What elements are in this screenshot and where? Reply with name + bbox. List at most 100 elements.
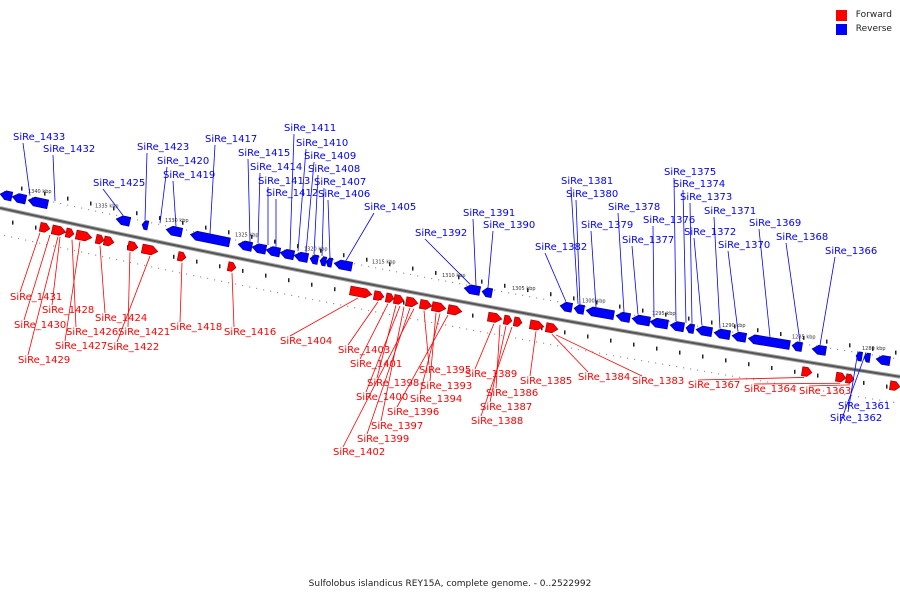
gene-label[interactable]: SiRe_1390: [483, 220, 535, 231]
gene-label[interactable]: SiRe_1427: [55, 341, 107, 352]
gene-label[interactable]: SiRe_1433: [13, 132, 65, 143]
gene-label[interactable]: SiRe_1383: [632, 376, 684, 387]
gene-label[interactable]: SiRe_1393: [420, 381, 472, 392]
gene-label[interactable]: SiRe_1376: [643, 215, 695, 226]
gene-label[interactable]: SiRe_1362: [830, 413, 882, 424]
reverse-gene-arrow[interactable]: [251, 243, 268, 255]
gene-label[interactable]: SiRe_1374: [673, 179, 725, 190]
gene-label[interactable]: SiRe_1372: [684, 227, 736, 238]
gene-label[interactable]: SiRe_1379: [581, 220, 633, 231]
gene-label[interactable]: SiRe_1387: [480, 402, 532, 413]
gene-label[interactable]: SiRe_1361: [838, 401, 890, 412]
gene-label[interactable]: SiRe_1375: [664, 167, 716, 178]
gene-label[interactable]: SiRe_1371: [704, 206, 756, 217]
gene-label[interactable]: SiRe_1399: [357, 434, 409, 445]
forward-gene-arrow[interactable]: [404, 296, 419, 308]
gene-label[interactable]: SiRe_1384: [578, 372, 630, 383]
gene-label[interactable]: SiRe_1407: [314, 177, 366, 188]
gene-label[interactable]: SiRe_1396: [387, 407, 439, 418]
forward-gene-arrow[interactable]: [544, 322, 559, 334]
forward-gene-arrow[interactable]: [102, 235, 115, 247]
reverse-gene-arrow[interactable]: [573, 304, 586, 315]
forward-gene-arrow[interactable]: [835, 371, 847, 383]
forward-gene-arrow[interactable]: [392, 294, 405, 305]
gene-label[interactable]: SiRe_1425: [93, 178, 145, 189]
gene-label[interactable]: SiRe_1411: [284, 123, 336, 134]
reverse-gene-arrow[interactable]: [165, 225, 184, 238]
gene-label[interactable]: SiRe_1380: [566, 189, 618, 200]
forward-gene-arrow[interactable]: [74, 229, 93, 242]
forward-gene-arrow[interactable]: [528, 319, 545, 331]
reverse-gene-arrow[interactable]: [791, 341, 804, 352]
reverse-gene-arrow[interactable]: [309, 254, 320, 265]
gene-label[interactable]: SiRe_1382: [535, 242, 587, 253]
gene-label[interactable]: SiRe_1367: [688, 380, 740, 391]
gene-label[interactable]: SiRe_1391: [463, 208, 515, 219]
reverse-gene-arrow[interactable]: [875, 355, 891, 366]
forward-gene-arrow[interactable]: [64, 227, 75, 238]
gene-label[interactable]: SiRe_1419: [163, 170, 215, 181]
reverse-gene-arrow[interactable]: [695, 325, 713, 337]
gene-label[interactable]: SiRe_1404: [280, 336, 332, 347]
reverse-gene-arrow[interactable]: [615, 311, 632, 323]
gene-label[interactable]: SiRe_1400: [356, 392, 408, 403]
reverse-gene-arrow[interactable]: [649, 317, 669, 330]
forward-gene-arrow[interactable]: [226, 261, 237, 272]
gene-label[interactable]: SiRe_1395: [419, 365, 471, 376]
forward-gene-arrow[interactable]: [126, 240, 139, 252]
gene-label[interactable]: SiRe_1385: [520, 376, 572, 387]
forward-gene-arrow[interactable]: [446, 304, 463, 316]
gene-label[interactable]: SiRe_1373: [680, 192, 732, 203]
gene-label[interactable]: SiRe_1408: [308, 164, 360, 175]
gene-label[interactable]: SiRe_1394: [410, 394, 462, 405]
forward-gene-arrow[interactable]: [800, 366, 813, 377]
reverse-gene-arrow[interactable]: [11, 192, 28, 205]
reverse-gene-arrow[interactable]: [863, 352, 872, 363]
gene-label[interactable]: SiRe_1368: [776, 232, 828, 243]
gene-label[interactable]: SiRe_1381: [561, 176, 613, 187]
reverse-gene-arrow[interactable]: [293, 251, 310, 263]
reverse-gene-arrow[interactable]: [559, 301, 574, 313]
reverse-gene-arrow[interactable]: [189, 230, 231, 248]
forward-gene-arrow[interactable]: [372, 290, 385, 302]
gene-label[interactable]: SiRe_1377: [622, 235, 674, 246]
forward-gene-arrow[interactable]: [512, 316, 523, 327]
forward-gene-arrow[interactable]: [486, 311, 503, 323]
gene-label[interactable]: SiRe_1392: [415, 228, 467, 239]
forward-gene-arrow[interactable]: [845, 373, 855, 384]
reverse-gene-arrow[interactable]: [713, 328, 731, 340]
forward-gene-arrow[interactable]: [384, 292, 395, 303]
reverse-gene-arrow[interactable]: [319, 256, 328, 267]
gene-label[interactable]: SiRe_1421: [118, 327, 170, 338]
gene-label[interactable]: SiRe_1397: [371, 421, 423, 432]
reverse-gene-arrow[interactable]: [669, 321, 686, 333]
reverse-gene-arrow[interactable]: [731, 331, 747, 343]
reverse-gene-arrow[interactable]: [279, 248, 296, 261]
reverse-gene-arrow[interactable]: [333, 259, 354, 272]
gene-label[interactable]: SiRe_1428: [42, 305, 94, 316]
reverse-gene-arrow[interactable]: [685, 323, 696, 334]
gene-label[interactable]: SiRe_1424: [95, 313, 147, 324]
forward-gene-arrow[interactable]: [176, 251, 187, 262]
forward-gene-arrow[interactable]: [430, 301, 447, 313]
reverse-gene-arrow[interactable]: [0, 190, 14, 202]
reverse-gene-arrow[interactable]: [747, 334, 791, 350]
gene-label[interactable]: SiRe_1414: [250, 162, 302, 173]
gene-label[interactable]: SiRe_1401: [350, 359, 402, 370]
gene-label[interactable]: SiRe_1378: [608, 202, 660, 213]
gene-label[interactable]: SiRe_1406: [318, 189, 370, 200]
gene-label[interactable]: SiRe_1430: [14, 320, 66, 331]
forward-gene-arrow[interactable]: [140, 243, 159, 256]
gene-label[interactable]: SiRe_1398: [367, 378, 419, 389]
gene-label[interactable]: SiRe_1415: [238, 148, 290, 159]
gene-label[interactable]: SiRe_1417: [205, 134, 257, 145]
forward-gene-arrow[interactable]: [50, 224, 67, 237]
reverse-gene-arrow[interactable]: [585, 306, 615, 321]
gene-label[interactable]: SiRe_1423: [137, 142, 189, 153]
forward-gene-arrow[interactable]: [348, 285, 373, 299]
forward-gene-arrow[interactable]: [418, 299, 433, 310]
gene-label[interactable]: SiRe_1389: [465, 369, 517, 380]
reverse-gene-arrow[interactable]: [631, 314, 651, 327]
gene-label[interactable]: SiRe_1402: [333, 447, 385, 458]
reverse-gene-arrow[interactable]: [115, 215, 132, 227]
